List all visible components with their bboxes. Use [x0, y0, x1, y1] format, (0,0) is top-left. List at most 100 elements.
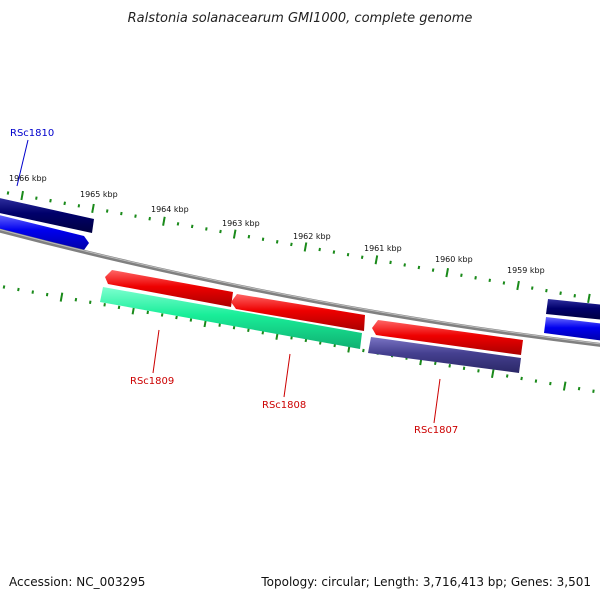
ruler-minor-tick — [189, 318, 193, 322]
ruler-major-tick — [491, 368, 495, 378]
leader-line-rsc1810 — [16, 139, 29, 187]
genome-backbone-highlight — [0, 229, 600, 345]
ruler-minor-tick — [120, 211, 123, 216]
ruler-minor-tick — [346, 252, 350, 257]
forward-strand-features-left — [0, 198, 94, 250]
label-leaders — [16, 139, 441, 424]
ruler-minor-tick — [360, 255, 364, 259]
ruler-minor-tick — [261, 331, 265, 335]
ruler-labels: 1966 kbp 1965 kbp 1964 kbp 1963 kbp 1962… — [9, 174, 545, 275]
ruler-minor-tick — [35, 196, 38, 200]
ruler-minor-tick — [304, 338, 308, 343]
leader-line-rsc1808 — [283, 353, 291, 398]
feature-bar-forward-dark — [0, 198, 94, 233]
ruler-minor-tick — [431, 268, 435, 272]
ruler-minor-tick — [77, 204, 81, 208]
ruler-minor-tick — [176, 222, 180, 226]
gene-rsc1808-arrow — [231, 294, 365, 331]
accession-text: Accession: NC_003295 — [9, 575, 145, 589]
ruler-major-tick — [587, 293, 591, 303]
feature-bar-forward-blue — [544, 317, 600, 341]
forward-strand-features-right — [544, 299, 600, 341]
tick-label: 1965 kbp — [80, 190, 118, 199]
ruler-minor-tick — [531, 286, 534, 290]
genome-backbone — [0, 228, 600, 347]
map-title: Ralstonia solanacearum GMI1000, complete… — [128, 11, 473, 26]
tick-label: 1959 kbp — [507, 266, 545, 275]
ruler-major-tick — [445, 268, 449, 278]
ruler-minor-tick — [190, 224, 194, 229]
ruler-minor-tick — [474, 276, 477, 280]
ruler-minor-tick — [63, 201, 66, 206]
ruler-major-tick — [91, 203, 95, 213]
ruler-minor-tick — [74, 297, 78, 302]
ruler-minor-tick — [160, 313, 164, 317]
ruler-minor-tick — [175, 315, 178, 320]
gene-labels: RSc1810 RSc1809 RSc1808 RSc1807 — [10, 128, 458, 436]
ruler-minor-tick — [218, 323, 221, 327]
gene-rsc1809-cds — [100, 287, 362, 349]
ruler-minor-tick — [460, 273, 463, 277]
feature-bar-forward-dark — [546, 299, 600, 320]
ruler-minor-tick — [103, 303, 106, 307]
gene-rsc1810-arrow — [0, 215, 89, 250]
ruler-minor-tick — [148, 216, 151, 221]
ruler-major-tick — [303, 242, 308, 252]
gene-label-rsc1809: RSc1809 — [130, 376, 174, 387]
ruler-minor-tick — [592, 389, 595, 393]
tick-label: 1962 kbp — [293, 232, 331, 241]
ruler-minor-tick — [134, 214, 137, 218]
ruler-major-tick — [374, 255, 379, 265]
ruler-minor-tick — [573, 294, 576, 298]
ruler-minor-tick — [488, 278, 491, 283]
ruler-minor-tick — [31, 290, 34, 294]
ruler-minor-tick — [559, 291, 562, 295]
ruler-minor-tick — [545, 288, 548, 293]
ruler-minor-tick — [362, 348, 365, 353]
ruler-minor-tick — [505, 374, 509, 378]
ruler-major-tick — [20, 190, 24, 201]
ruler-major-tick — [162, 216, 166, 226]
ruler-minor-tick — [146, 310, 149, 315]
ruler-minor-tick — [462, 366, 466, 371]
ruler-minor-tick — [520, 376, 523, 381]
tick-label: 1960 kbp — [435, 255, 473, 264]
ruler-minor-tick — [403, 263, 406, 267]
ruler-minor-tick — [577, 386, 581, 391]
ruler-minor-tick — [448, 364, 451, 368]
ruler-minor-tick — [45, 292, 49, 297]
genome-summary-text: Topology: circular; Length: 3,716,413 bp… — [260, 575, 591, 589]
tick-label: 1964 kbp — [151, 205, 189, 214]
ruler-minor-tick — [232, 325, 236, 330]
ruler-minor-tick — [247, 234, 251, 239]
gene-label-rsc1810: RSc1810 — [10, 128, 54, 139]
tick-label: 1966 kbp — [9, 174, 47, 183]
ruler-outer-ticks — [6, 190, 591, 303]
ruler-minor-tick — [17, 287, 20, 292]
tick-label: 1961 kbp — [364, 244, 402, 253]
ruler-minor-tick — [89, 300, 92, 304]
gene-rsc1809-arrow — [105, 270, 233, 307]
ruler-major-tick — [562, 381, 567, 391]
ruler-minor-tick — [434, 361, 437, 365]
ruler-minor-tick — [417, 265, 421, 270]
ruler-minor-tick — [105, 209, 109, 213]
ruler-minor-tick — [49, 198, 52, 203]
ruler-minor-tick — [6, 191, 10, 195]
ruler-major-tick — [516, 280, 520, 291]
gene-rsc1807-arrow — [372, 320, 523, 355]
ruler-minor-tick — [261, 237, 265, 241]
ruler-major-tick — [59, 292, 64, 302]
ruler-inner-ticks — [2, 285, 595, 393]
leader-line-rsc1807 — [433, 378, 441, 424]
ruler-minor-tick — [2, 285, 6, 289]
ruler-minor-tick — [502, 281, 506, 285]
ruler-minor-tick — [389, 260, 392, 265]
ruler-minor-tick — [219, 229, 222, 234]
ruler-minor-tick — [332, 250, 336, 254]
ruler-minor-tick — [290, 242, 293, 247]
ruler-major-tick — [232, 229, 237, 239]
ruler-minor-tick — [290, 336, 293, 340]
gene-rsc1807-cds — [368, 337, 521, 373]
ruler-minor-tick — [477, 369, 480, 373]
